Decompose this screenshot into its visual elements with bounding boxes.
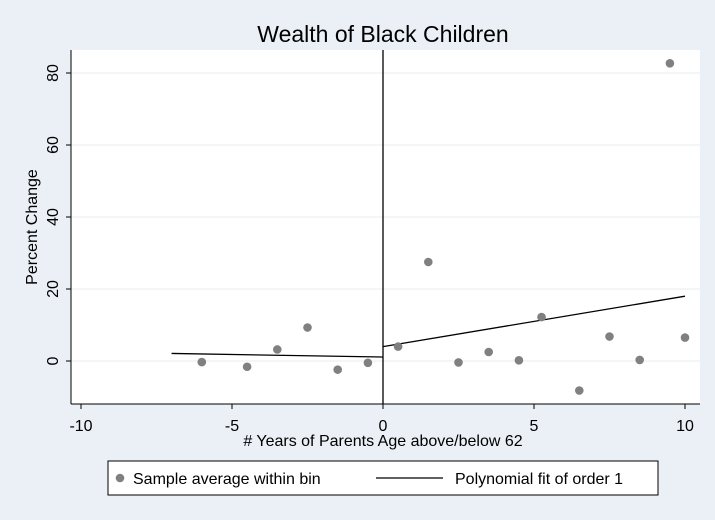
- y-tick-label: 40: [45, 208, 62, 226]
- x-tick-label: 0: [379, 418, 388, 435]
- data-point: [484, 347, 494, 357]
- data-point: [242, 362, 252, 372]
- x-tick-label: 5: [530, 418, 539, 435]
- x-tick-label: -5: [225, 418, 239, 435]
- gridlines: [71, 72, 700, 362]
- data-point: [333, 365, 343, 374]
- data-point: [665, 58, 675, 68]
- data-point: [197, 357, 207, 367]
- legend-marker-scatter: [115, 473, 125, 483]
- fit-line-segment: [171, 352, 384, 358]
- legend: Sample average within bin Polynomial fit…: [107, 460, 659, 496]
- y-axis-ticks: 0 20 40 60 80: [45, 64, 71, 365]
- x-axis-ticks: -10 -5 0 5 10: [69, 404, 694, 435]
- data-point: [454, 358, 463, 367]
- y-tick-label: 60: [45, 136, 62, 154]
- legend-label-line: Polynomial fit of order 1: [455, 471, 623, 488]
- data-point: [537, 312, 546, 322]
- x-axis-title: # Years of Parents Age above/below 62: [243, 433, 522, 450]
- data-point: [514, 355, 524, 365]
- plot-area: [71, 50, 700, 404]
- data-point: [605, 332, 614, 341]
- chart-title: Wealth of Black Children: [257, 21, 508, 47]
- data-point: [303, 323, 312, 332]
- x-tick-label: 10: [676, 418, 694, 435]
- data-point: [393, 342, 403, 351]
- data-point: [273, 345, 282, 354]
- legend-label-scatter: Sample average within bin: [133, 471, 321, 488]
- data-point: [680, 333, 690, 342]
- fit-lines: [171, 295, 686, 358]
- x-tick-label: -10: [69, 418, 92, 435]
- data-point: [635, 355, 644, 365]
- fit-line-segment: [382, 295, 686, 348]
- data-point: [363, 358, 373, 368]
- y-axis-title: Percent Change: [24, 169, 41, 285]
- y-tick-label: 80: [45, 64, 62, 82]
- data-point: [424, 257, 433, 267]
- data-point: [575, 386, 584, 395]
- y-tick-label: 20: [45, 280, 62, 298]
- y-tick-label: 0: [45, 356, 62, 365]
- scatter-points: [197, 58, 690, 395]
